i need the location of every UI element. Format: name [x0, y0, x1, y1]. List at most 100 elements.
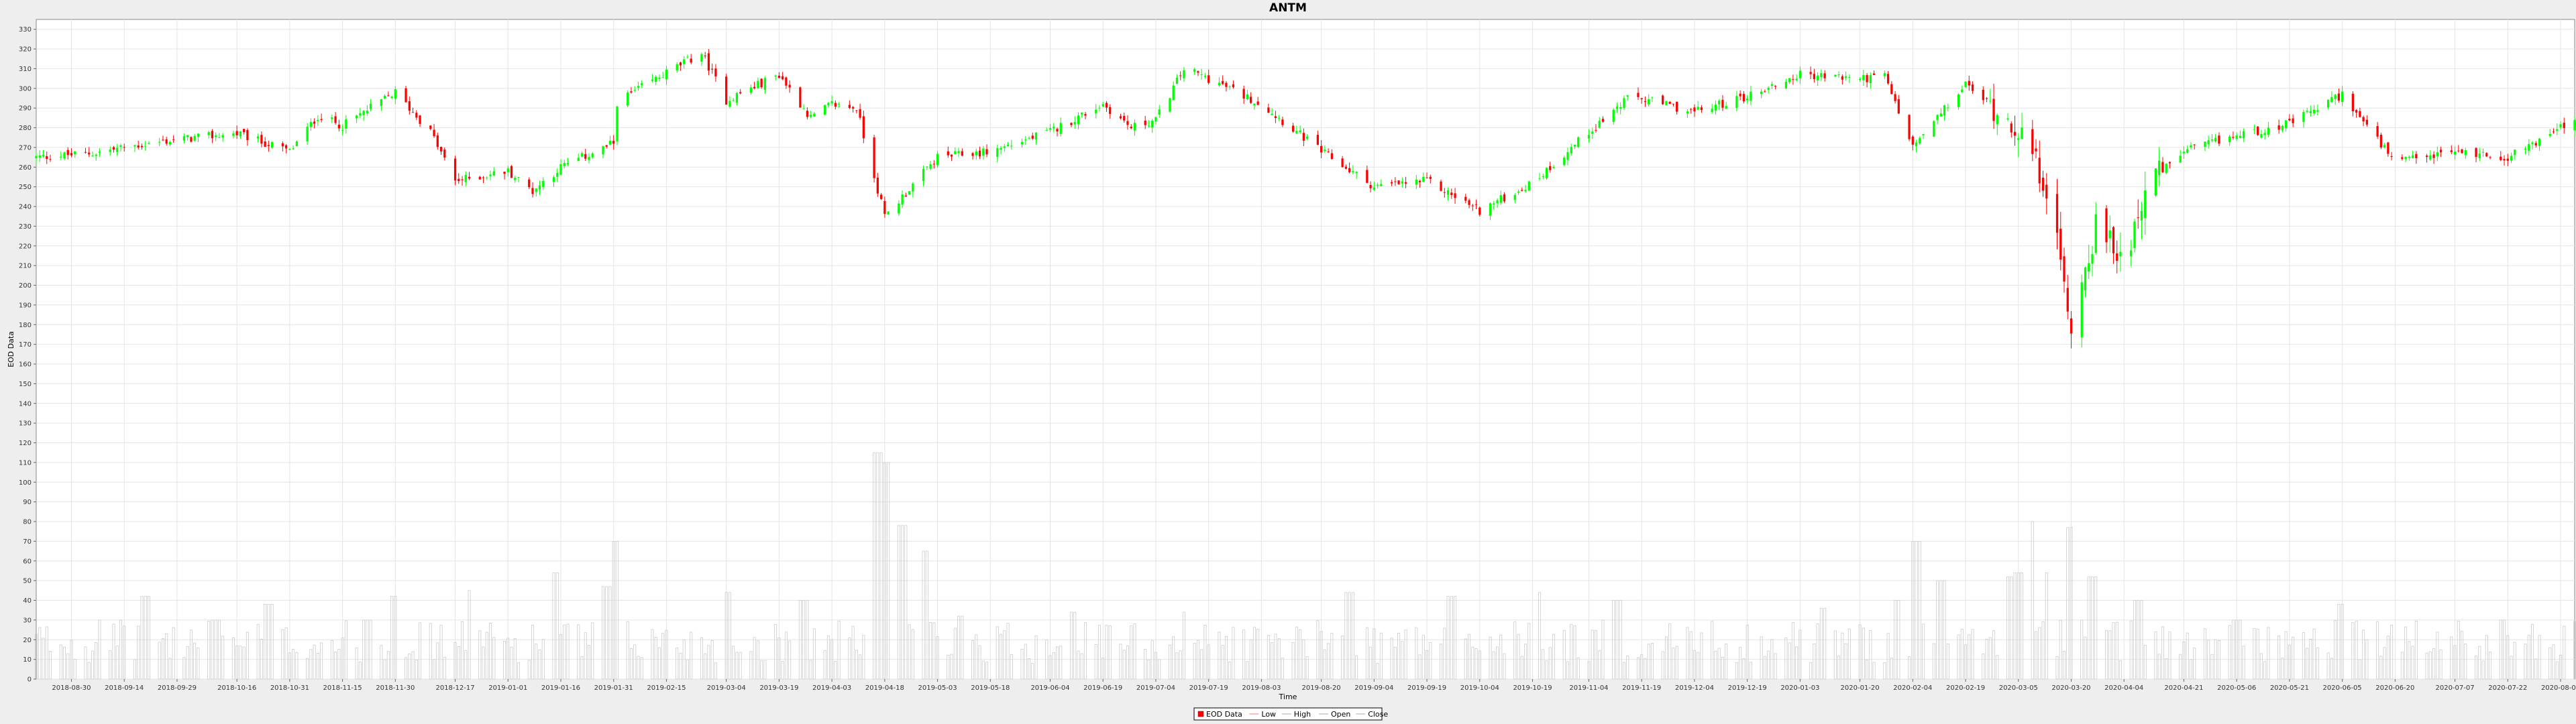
- candle-body: [35, 156, 38, 159]
- candle-body: [1404, 182, 1407, 184]
- y-tick-label: 310: [19, 66, 32, 73]
- volume-bar: [2228, 625, 2231, 680]
- x-tick-label: 2019-08-20: [1302, 684, 1341, 692]
- candle-body: [2475, 147, 2477, 158]
- candle-body: [2461, 149, 2463, 154]
- y-tick-label: 70: [23, 538, 32, 546]
- volume-bar: [2461, 631, 2464, 680]
- candle-body: [337, 125, 340, 129]
- candle-body: [1697, 107, 1699, 110]
- candle-body: [957, 151, 960, 154]
- candle-body: [1281, 119, 1284, 125]
- volume-bar: [73, 659, 76, 680]
- candle-body: [1619, 107, 1622, 109]
- volume-bar: [1182, 611, 1185, 680]
- candle-body: [74, 151, 76, 155]
- candle-body: [2485, 153, 2488, 157]
- candle-body: [1105, 103, 1108, 108]
- candle-body: [1109, 107, 1112, 115]
- volume-bar: [911, 629, 914, 680]
- volume-bar: [753, 637, 756, 680]
- volume-bar: [1890, 658, 1893, 680]
- candle-body: [359, 113, 362, 116]
- volume-bar: [707, 645, 710, 680]
- candle-body: [1908, 115, 1911, 139]
- candle-body: [2035, 148, 2037, 152]
- x-tick-label: 2019-06-04: [1030, 684, 1069, 692]
- volume-bar: [879, 452, 883, 680]
- volume-bar: [1108, 625, 1112, 680]
- x-tick-label: 2019-07-04: [1136, 684, 1175, 692]
- candle-body: [2326, 99, 2330, 108]
- volume-bar: [2450, 636, 2453, 680]
- candle-body: [46, 156, 48, 160]
- x-tick-label: 2020-05-06: [2217, 684, 2256, 692]
- candle-body: [2229, 136, 2231, 143]
- volume-bar: [1083, 622, 1087, 680]
- y-tick-label: 120: [19, 440, 32, 447]
- candle-body: [2489, 157, 2491, 158]
- candle-body: [1267, 107, 1270, 113]
- candle-body: [922, 168, 925, 182]
- candle-body: [1915, 142, 1918, 147]
- volume-bar: [2400, 652, 2404, 680]
- volume-bar: [1664, 636, 1668, 680]
- x-tick-label: 2018-11-30: [376, 684, 415, 692]
- candle-body: [503, 172, 506, 174]
- candle-body: [345, 119, 347, 129]
- candle-body: [2432, 154, 2435, 158]
- volume-bar: [242, 646, 246, 680]
- candle-body: [458, 178, 460, 182]
- volume-bar: [1010, 654, 1013, 680]
- volume-bar: [1327, 643, 1330, 680]
- candle-body: [2267, 127, 2270, 135]
- candle-body: [926, 166, 928, 168]
- candle-body: [982, 148, 985, 156]
- candle-body: [753, 86, 756, 88]
- candle-body: [211, 131, 214, 139]
- volume-bar: [2020, 572, 2024, 680]
- volume-bar: [1077, 650, 1080, 680]
- candle-body: [809, 115, 812, 117]
- candle-body: [1499, 195, 1502, 203]
- volume-bar: [2161, 626, 2164, 680]
- y-tick-label: 80: [23, 519, 32, 526]
- volume-bar: [1045, 639, 1049, 680]
- candle-body: [1344, 166, 1347, 169]
- candle-body: [2094, 214, 2097, 253]
- y-tick-label: 210: [19, 263, 32, 270]
- volume-bar: [2312, 628, 2316, 680]
- candle-body: [665, 69, 668, 80]
- volume-bar: [189, 629, 193, 680]
- volume-bar: [214, 619, 217, 680]
- candle-body: [1577, 137, 1580, 147]
- candle-body: [630, 91, 633, 93]
- volume-bar: [1749, 662, 1752, 680]
- candle-body: [1813, 74, 1816, 80]
- candle-body: [2168, 162, 2171, 164]
- candle-body: [2425, 156, 2428, 158]
- volume-bar: [1795, 646, 1799, 680]
- volume-bar: [1144, 648, 1147, 680]
- volume-bar: [1203, 625, 1207, 680]
- volume-bar: [2253, 628, 2256, 680]
- volume-bar: [1179, 650, 1182, 680]
- x-tick-label: 2020-03-20: [2051, 684, 2090, 692]
- volume-bar: [1168, 644, 1171, 680]
- volume-bar: [2210, 654, 2214, 680]
- candle-body: [1566, 152, 1569, 160]
- volume-bar: [1767, 650, 1770, 680]
- candle-body: [1098, 107, 1101, 109]
- volume-bar: [1598, 650, 1601, 680]
- x-tick-label: 2020-07-07: [2435, 684, 2474, 692]
- candle-body: [1256, 101, 1259, 105]
- candle-body: [1573, 145, 1576, 147]
- candle-body: [1542, 176, 1544, 177]
- candle-body: [109, 149, 111, 152]
- candle-body: [1897, 99, 1900, 114]
- volume-bar: [2379, 656, 2383, 680]
- candle-body: [2563, 122, 2565, 129]
- candle-body: [2337, 93, 2340, 101]
- volume-bar: [1619, 600, 1622, 680]
- candle-body: [2538, 138, 2541, 146]
